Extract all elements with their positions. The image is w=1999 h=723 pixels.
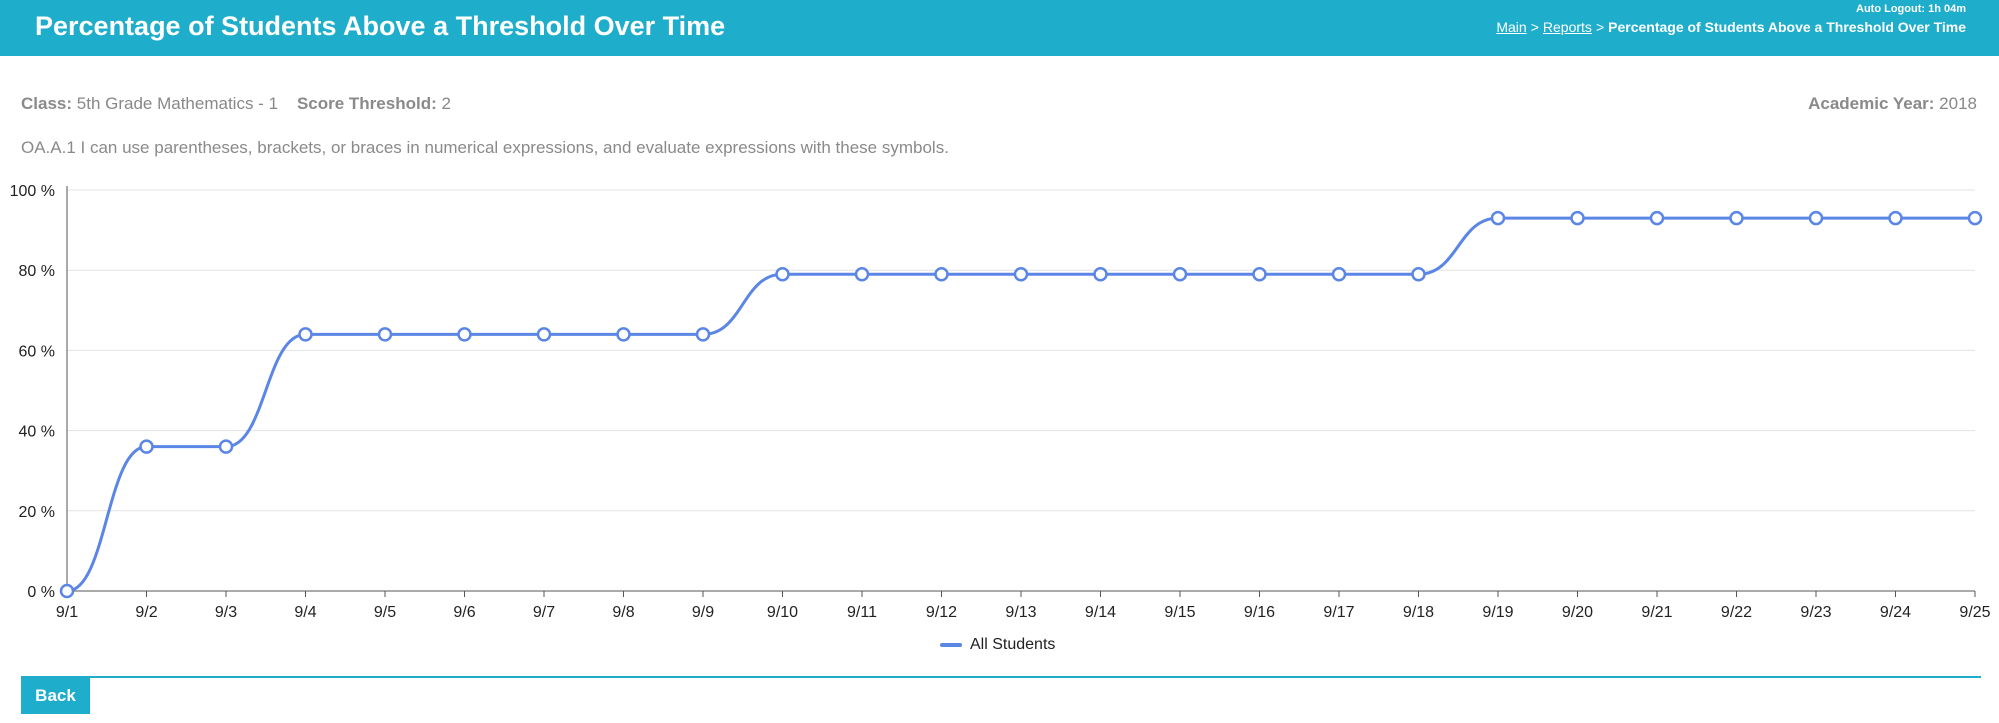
x-tick-label: 9/20 bbox=[1562, 604, 1593, 620]
legend-swatch bbox=[940, 642, 962, 647]
x-tick-label: 9/3 bbox=[215, 604, 237, 620]
x-tick-label: 9/7 bbox=[533, 604, 555, 620]
data-point bbox=[775, 266, 790, 282]
academic-year-info: Academic Year: 2018 bbox=[1808, 94, 1977, 114]
class-label: Class: bbox=[21, 94, 73, 113]
data-point bbox=[1490, 210, 1506, 226]
data-point bbox=[1331, 266, 1347, 282]
data-point bbox=[1967, 210, 1983, 226]
x-tick-label: 9/9 bbox=[692, 604, 714, 620]
data-point bbox=[1411, 266, 1426, 282]
y-tick-label: 0 % bbox=[27, 584, 55, 601]
x-tick-label: 9/21 bbox=[1641, 604, 1672, 620]
academic-year-label: Academic Year: bbox=[1808, 94, 1935, 113]
line-chart: 0 % 20 % 40 % 60 % 80 % 100 % 9/1 9/2 9/3 9/4 9/5 9… bbox=[10, 183, 1991, 620]
x-tick-label: 9/12 bbox=[926, 604, 957, 620]
breadcrumb-reports-link[interactable]: Reports bbox=[1542, 19, 1592, 35]
data-point bbox=[59, 583, 75, 599]
auto-logout-timer: Auto Logout: 1h 04m bbox=[1856, 3, 1966, 15]
data-point bbox=[218, 439, 234, 454]
data-point bbox=[1093, 266, 1108, 282]
x-tick-label: 9/17 bbox=[1323, 604, 1354, 620]
academic-year-value: 2018 bbox=[1939, 94, 1977, 113]
class-info: Class: 5th Grade Mathematics - 1 Score T… bbox=[21, 94, 451, 114]
data-point bbox=[854, 266, 870, 282]
breadcrumb-main-link[interactable]: Main bbox=[1496, 19, 1527, 35]
legend-label: All Students bbox=[970, 636, 1056, 653]
data-point bbox=[1808, 210, 1824, 226]
back-button[interactable]: Back bbox=[21, 677, 90, 714]
y-tick-label: 20 % bbox=[19, 504, 55, 521]
x-tick-label: 9/1 bbox=[56, 604, 78, 620]
y-tick-label: 60 % bbox=[19, 343, 55, 360]
x-tick-label: 9/22 bbox=[1721, 604, 1752, 620]
data-point bbox=[1172, 266, 1188, 282]
x-tick-label: 9/19 bbox=[1482, 604, 1513, 620]
data-point bbox=[695, 327, 711, 342]
data-point bbox=[377, 327, 393, 342]
data-point bbox=[934, 266, 949, 282]
x-tick-label: 9/16 bbox=[1244, 604, 1275, 620]
y-tick-label: 80 % bbox=[19, 263, 55, 280]
data-point bbox=[536, 327, 552, 342]
data-point bbox=[457, 327, 472, 342]
y-tick-label: 100 % bbox=[10, 183, 55, 200]
x-tick-label: 9/14 bbox=[1085, 604, 1116, 620]
x-tick-label: 9/5 bbox=[374, 604, 396, 620]
data-point bbox=[1729, 210, 1744, 226]
chart-legend[interactable]: All Students bbox=[940, 636, 1055, 654]
app-header: Percentage of Students Above a Threshold… bbox=[0, 0, 1999, 56]
x-tick-label: 9/24 bbox=[1880, 604, 1911, 620]
x-tick-label: 9/6 bbox=[453, 604, 475, 620]
breadcrumb: Main > Reports > Percentage of Students Abov… bbox=[1496, 19, 1966, 35]
breadcrumb-separator: > bbox=[1595, 19, 1605, 35]
data-point bbox=[1649, 210, 1665, 226]
x-tick-label: 9/13 bbox=[1005, 604, 1036, 620]
x-tick-label: 9/10 bbox=[767, 604, 798, 620]
x-tick-label: 9/2 bbox=[135, 604, 157, 620]
y-tick-label: 40 % bbox=[19, 424, 55, 441]
data-point bbox=[1570, 210, 1585, 226]
data-point bbox=[139, 439, 154, 454]
x-tick-label: 9/11 bbox=[847, 604, 877, 620]
x-tick-label: 9/15 bbox=[1164, 604, 1195, 620]
class-value: 5th Grade Mathematics - 1 bbox=[76, 94, 279, 113]
data-point bbox=[298, 327, 313, 342]
page-title: Percentage of Students Above a Threshold… bbox=[35, 11, 726, 41]
x-tick-label: 9/4 bbox=[294, 604, 316, 620]
threshold-label: Score Threshold: bbox=[296, 94, 437, 113]
x-tick-label: 9/25 bbox=[1959, 604, 1990, 620]
data-point bbox=[1013, 266, 1029, 282]
data-point bbox=[1252, 266, 1267, 282]
breadcrumb-separator: > bbox=[1530, 19, 1539, 35]
x-tick-label: 9/23 bbox=[1800, 604, 1831, 620]
threshold-value: 2 bbox=[441, 94, 451, 113]
divider bbox=[21, 676, 1981, 678]
data-point bbox=[616, 327, 631, 342]
breadcrumb-current: Percentage of Students Above a Threshold… bbox=[1608, 19, 1966, 35]
standard-description: OA.A.1 I can use parentheses, brackets, … bbox=[21, 138, 949, 157]
data-point bbox=[1888, 210, 1903, 226]
x-tick-label: 9/18 bbox=[1403, 604, 1434, 620]
x-tick-label: 9/8 bbox=[612, 604, 634, 620]
